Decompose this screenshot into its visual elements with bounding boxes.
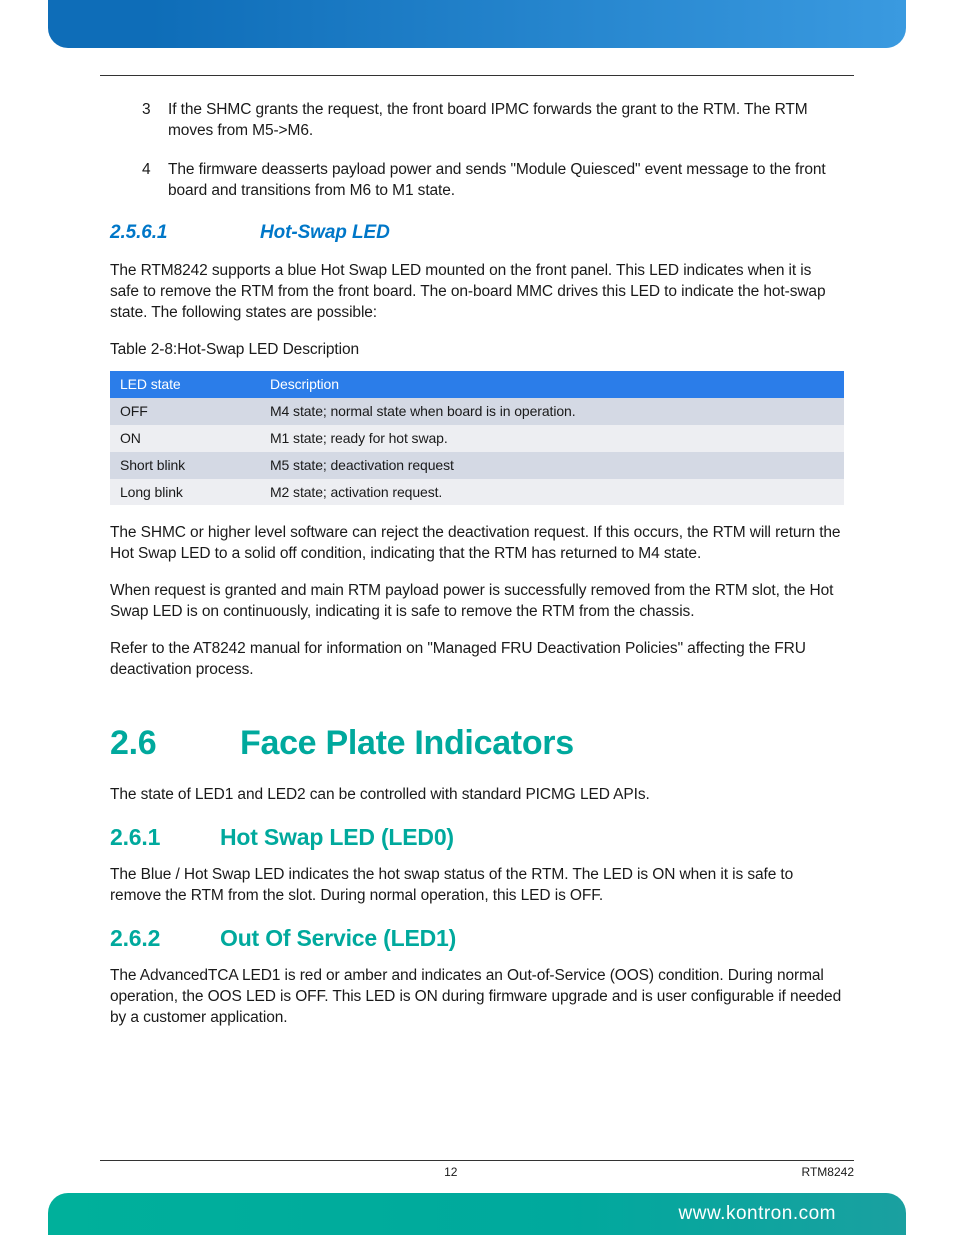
list-text: The firmware deasserts payload power and… xyxy=(168,160,844,202)
heading-title: Hot Swap LED (LED0) xyxy=(220,822,454,853)
heading-26: 2.6 Face Plate Indicators xyxy=(110,721,844,767)
paragraph: Refer to the AT8242 manual for informati… xyxy=(110,639,844,681)
table-cell: OFF xyxy=(110,398,260,425)
paragraph: The SHMC or higher level software can re… xyxy=(110,523,844,565)
heading-title: Hot-Swap LED xyxy=(260,220,390,246)
page-content: 3 If the SHMC grants the request, the fr… xyxy=(110,100,844,1045)
paragraph: The state of LED1 and LED2 can be contro… xyxy=(110,785,844,806)
list-number: 4 xyxy=(142,160,168,202)
table-header: LED state xyxy=(110,371,260,398)
footer-meta: 12 RTM8242 xyxy=(100,1165,854,1179)
heading-title: Face Plate Indicators xyxy=(240,721,574,767)
table-cell: M4 state; normal state when board is in … xyxy=(260,398,844,425)
heading-261: 2.6.1 Hot Swap LED (LED0) xyxy=(110,822,844,853)
table-cell: Short blink xyxy=(110,452,260,479)
table-cell: M1 state; ready for hot swap. xyxy=(260,425,844,452)
heading-number: 2.5.6.1 xyxy=(110,220,260,246)
top-rule xyxy=(100,75,854,76)
list-number: 3 xyxy=(142,100,168,142)
footer-banner: www.kontron.com xyxy=(48,1193,906,1235)
heading-number: 2.6 xyxy=(110,721,240,767)
heading-2561: 2.5.6.1 Hot-Swap LED xyxy=(110,220,844,246)
table-cell: M5 state; deactivation request xyxy=(260,452,844,479)
paragraph: The RTM8242 supports a blue Hot Swap LED… xyxy=(110,261,844,324)
header-banner xyxy=(48,0,906,48)
table-cell: Long blink xyxy=(110,479,260,506)
heading-262: 2.6.2 Out Of Service (LED1) xyxy=(110,923,844,954)
table-cell: ON xyxy=(110,425,260,452)
hot-swap-led-table: LED state Description OFF M4 state; norm… xyxy=(110,371,844,505)
paragraph: The Blue / Hot Swap LED indicates the ho… xyxy=(110,865,844,907)
table-header: Description xyxy=(260,371,844,398)
paragraph: The AdvancedTCA LED1 is red or amber and… xyxy=(110,966,844,1029)
table-row: ON M1 state; ready for hot swap. xyxy=(110,425,844,452)
table-row: Short blink M5 state; deactivation reque… xyxy=(110,452,844,479)
doc-id: RTM8242 xyxy=(802,1165,854,1179)
paragraph: When request is granted and main RTM pay… xyxy=(110,581,844,623)
page-number: 12 xyxy=(444,1165,457,1179)
footer-url: www.kontron.com xyxy=(679,1203,836,1225)
list-text: If the SHMC grants the request, the fron… xyxy=(168,100,844,142)
table-caption: Table 2-8:Hot-Swap LED Description xyxy=(110,340,844,361)
heading-title: Out Of Service (LED1) xyxy=(220,923,456,954)
table-cell: M2 state; activation request. xyxy=(260,479,844,506)
heading-number: 2.6.1 xyxy=(110,822,220,853)
list-item: 3 If the SHMC grants the request, the fr… xyxy=(142,100,844,142)
table-row: OFF M4 state; normal state when board is… xyxy=(110,398,844,425)
table-row: Long blink M2 state; activation request. xyxy=(110,479,844,506)
bottom-rule xyxy=(100,1160,854,1161)
list-item: 4 The firmware deasserts payload power a… xyxy=(142,160,844,202)
heading-number: 2.6.2 xyxy=(110,923,220,954)
